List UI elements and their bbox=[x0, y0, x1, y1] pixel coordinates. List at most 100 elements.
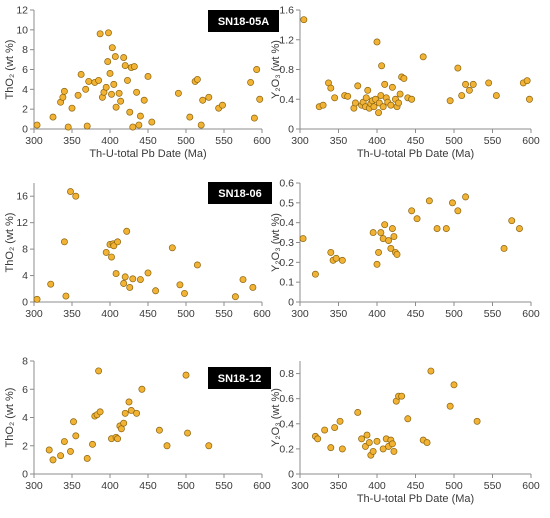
y-tick-label: 0.8 bbox=[279, 368, 294, 380]
y-tick-label: 0.1 bbox=[279, 277, 294, 289]
data-point bbox=[354, 409, 362, 416]
chart-panel-sn18-12-tho2: 300 350 400 450 500 550 600 0 2 4 6 8 ThO₂ (wt %) SN1… bbox=[4, 356, 271, 492]
data-point bbox=[120, 54, 128, 62]
data-point bbox=[390, 447, 398, 455]
x-tick-label: 350 bbox=[63, 135, 81, 147]
data-point bbox=[462, 193, 469, 201]
y-tick-label: 0.2 bbox=[279, 257, 294, 269]
data-point bbox=[133, 88, 141, 96]
data-point bbox=[299, 235, 307, 242]
data-point bbox=[465, 86, 473, 94]
y-axis-title: Y₂O₃ (wt %) bbox=[270, 40, 282, 99]
data-point bbox=[77, 71, 85, 78]
data-point bbox=[60, 438, 68, 445]
data-point bbox=[184, 429, 191, 437]
data-point bbox=[390, 233, 398, 240]
y-tick-label: 0.6 bbox=[279, 393, 294, 405]
data-point bbox=[362, 94, 370, 102]
data-point bbox=[469, 80, 477, 88]
data-point bbox=[104, 58, 112, 66]
data-point bbox=[136, 112, 144, 120]
data-point bbox=[181, 289, 188, 297]
data-point bbox=[508, 217, 516, 225]
data-point bbox=[338, 256, 346, 264]
y-axis-title: ThO₂ (wt %) bbox=[4, 40, 16, 100]
data-point bbox=[74, 91, 82, 99]
data-point bbox=[205, 93, 213, 101]
x-tick-label: 350 bbox=[330, 135, 348, 147]
data-point bbox=[96, 30, 104, 38]
y-axis-title: Y₂O₃ (wt %) bbox=[270, 388, 282, 447]
x-tick-label: 400 bbox=[368, 308, 386, 320]
x-tick-label: 550 bbox=[484, 480, 502, 492]
data-point bbox=[108, 90, 115, 98]
data-point bbox=[249, 284, 257, 291]
data-point bbox=[373, 437, 381, 445]
data-point bbox=[365, 439, 373, 447]
x-tick-label: 300 bbox=[25, 135, 43, 147]
data-point bbox=[398, 392, 406, 400]
data-point bbox=[105, 29, 112, 37]
sample-badge bbox=[208, 182, 272, 204]
data-point bbox=[442, 225, 450, 233]
data-point bbox=[433, 225, 441, 233]
data-point bbox=[231, 293, 239, 301]
y-tick-label: 0.8 bbox=[279, 64, 294, 76]
data-point bbox=[387, 101, 395, 109]
data-point bbox=[381, 80, 389, 88]
x-tick-label: 500 bbox=[445, 480, 463, 492]
data-point bbox=[138, 385, 146, 393]
data-point bbox=[193, 261, 201, 269]
x-tick-label: 600 bbox=[522, 308, 540, 320]
x-tick-label: 400 bbox=[368, 480, 386, 492]
data-point bbox=[124, 76, 131, 84]
y-tick-label: 0 bbox=[22, 124, 28, 136]
data-point bbox=[57, 452, 65, 460]
y-tick-label: 0.2 bbox=[279, 443, 294, 455]
x-tick-label: 400 bbox=[368, 135, 386, 147]
data-point bbox=[110, 80, 118, 88]
data-point bbox=[256, 95, 264, 103]
sample-badge-label: SN18-06 bbox=[218, 188, 261, 200]
data-point bbox=[129, 123, 137, 131]
data-point bbox=[130, 63, 138, 70]
y-tick-label: 0.5 bbox=[279, 197, 294, 209]
x-tick-label: 500 bbox=[177, 308, 195, 320]
y-tick-label: 0 bbox=[288, 124, 294, 136]
y-tick-label: 1.6 bbox=[279, 5, 294, 17]
data-point bbox=[152, 287, 160, 295]
data-point bbox=[193, 75, 201, 83]
data-point bbox=[516, 225, 523, 233]
x-tick-label: 500 bbox=[445, 308, 463, 320]
data-point bbox=[33, 295, 41, 303]
data-point bbox=[450, 381, 458, 389]
data-point bbox=[364, 86, 372, 94]
x-tick-label: 550 bbox=[484, 135, 502, 147]
data-point bbox=[388, 225, 396, 233]
data-point bbox=[363, 431, 371, 439]
x-tick-label: 450 bbox=[139, 135, 157, 147]
data-point bbox=[336, 417, 344, 425]
x-tick-label: 500 bbox=[177, 135, 195, 147]
data-point bbox=[123, 227, 131, 235]
y-tick-label: 8 bbox=[22, 356, 28, 368]
y-axis-title: Y₂O₃ (wt %) bbox=[270, 213, 282, 272]
data-point bbox=[319, 101, 327, 109]
data-point bbox=[375, 109, 382, 117]
y-tick-label: 0.3 bbox=[279, 237, 294, 249]
data-point bbox=[114, 435, 122, 443]
data-point bbox=[205, 442, 213, 450]
x-tick-label: 300 bbox=[291, 308, 309, 320]
data-point bbox=[369, 229, 377, 237]
data-point bbox=[400, 74, 408, 82]
data-point bbox=[144, 72, 152, 80]
data-point bbox=[239, 276, 247, 283]
data-point bbox=[60, 87, 68, 95]
data-point bbox=[427, 367, 435, 375]
data-point bbox=[425, 197, 433, 205]
y-tick-label: 4 bbox=[22, 84, 28, 96]
data-point bbox=[370, 103, 378, 111]
data-point bbox=[373, 38, 381, 46]
chart-panel-sn18-05a-y2o3: 300 350 400 450 500 550 600 0 0.4 0.8 1.2 1.6 Th-U-t… bbox=[270, 5, 540, 161]
y-tick-label: 0 bbox=[22, 297, 28, 309]
